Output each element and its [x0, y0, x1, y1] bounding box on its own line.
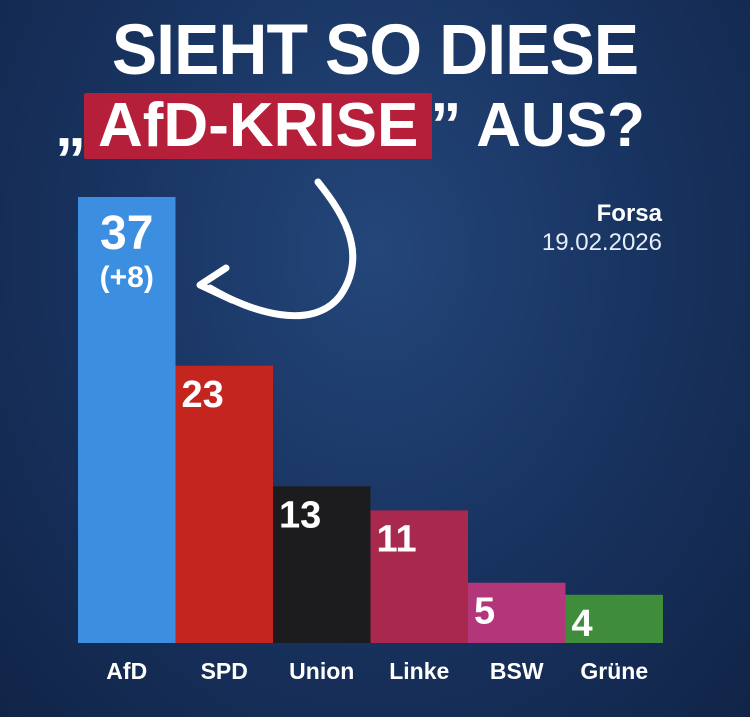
- value-label-grüne: 4: [572, 603, 593, 645]
- value-label-linke: 11: [377, 518, 417, 560]
- category-label-grüne: Grüne: [580, 658, 648, 684]
- bar-linke: [370, 510, 468, 643]
- title-line-1: SIEHT SO DIESE: [111, 10, 639, 90]
- bar-spd: [175, 365, 273, 643]
- title-line-2: „ AfD-KRISE” AUS?: [55, 86, 645, 166]
- category-label-bsw: BSW: [490, 658, 544, 684]
- bar-grüne: [565, 594, 663, 643]
- value-label-spd: 23: [182, 374, 224, 416]
- category-label-union: Union: [289, 658, 354, 684]
- category-label-spd: SPD: [201, 658, 248, 684]
- value-label-union: 13: [279, 494, 321, 536]
- closing-quote: ”: [430, 91, 462, 160]
- opening-quote: „: [55, 91, 86, 160]
- source-date: 19.02.2026: [541, 229, 662, 256]
- category-label-linke: Linke: [389, 658, 449, 684]
- labels-group: 37(+8) AfD 23 SPD 13 Union 11 Linke 5 BSW 4 Grüne: [100, 207, 648, 684]
- bars-group: [78, 197, 663, 643]
- bar-bsw: [468, 582, 566, 643]
- value-label-bsw: 5: [474, 591, 495, 633]
- highlight-text: AfD-KRISE: [98, 91, 419, 160]
- title-line-2-rest: AUS?: [476, 91, 646, 160]
- curved-arrow-icon: [196, 178, 357, 320]
- bar-union: [273, 486, 371, 643]
- highlight-box: AfD-KRISE: [84, 91, 433, 160]
- value-label-afd: 37: [100, 207, 153, 260]
- source-block: Forsa 19.02.2026: [542, 200, 662, 258]
- source-name: Forsa: [596, 200, 662, 227]
- category-label-afd: AfD: [106, 658, 147, 684]
- change-annotation: (+8): [100, 261, 154, 294]
- bar-afd: [78, 197, 176, 643]
